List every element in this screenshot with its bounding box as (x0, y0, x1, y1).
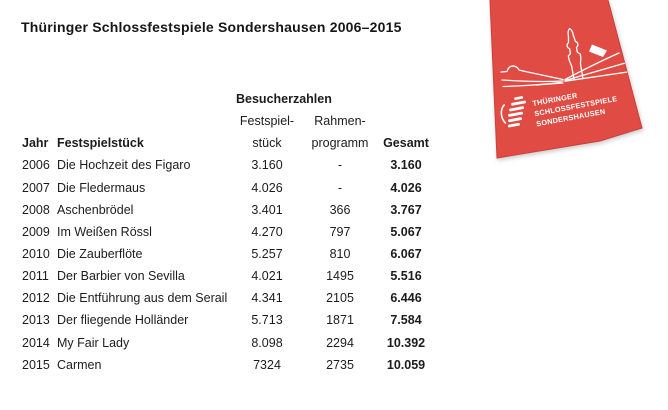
year-cell: 2012 (22, 291, 50, 306)
visitor-table: Besucherzahlen Festspiel- Rahmen- Jahr F… (22, 88, 439, 376)
festspielstueck-count-cell: 4.341 (251, 291, 283, 306)
col-header-rahmen-line2: programm (311, 136, 369, 151)
rahmenprogramm-count-cell: - (337, 158, 343, 173)
festspielstueck-count-cell: 5.257 (251, 247, 283, 262)
piece-cell: Aschenbrödel (57, 202, 134, 217)
festspielstueck-count-cell: 4.026 (251, 180, 283, 195)
col-header-festspiel-line1: Festspiel- (239, 114, 295, 129)
festspielstueck-count-cell: 3.401 (251, 202, 283, 217)
year-cell: 2008 (22, 202, 50, 217)
rahmenprogramm-count-cell: 2105 (326, 291, 354, 306)
rahmenprogramm-count-cell: 2735 (326, 357, 354, 372)
rahmenprogramm-count-cell: 810 (329, 247, 351, 262)
piece-cell: Im Weißen Rössl (57, 224, 152, 239)
gesamt-count-cell: 10.059 (386, 357, 426, 372)
festspielstueck-count-cell: 3.160 (251, 158, 283, 173)
col-header-gesamt: Gesamt (383, 136, 429, 151)
col-header-festspiel-line2: stück (252, 136, 282, 151)
year-cell: 2006 (22, 158, 50, 173)
col-header-rahmen-line1: Rahmen- (314, 114, 366, 129)
festspielstueck-count-cell: 8.098 (251, 335, 283, 350)
gesamt-count-cell: 3.767 (390, 202, 422, 217)
rahmenprogramm-count-cell: 1871 (326, 313, 354, 328)
festspielstueck-count-cell: 4.021 (251, 269, 283, 284)
festspielstueck-count-cell: 4.270 (251, 224, 283, 239)
rahmenprogramm-count-cell: - (337, 180, 343, 195)
document-title: Thüringer Schlossfestspiele Sondershause… (21, 19, 402, 35)
piece-cell: My Fair Lady (57, 335, 130, 350)
piece-cell: Die Hochzeit des Figaro (57, 158, 191, 173)
piece-cell: Der fliegende Holländer (57, 313, 189, 328)
year-cell: 2009 (22, 224, 50, 239)
year-cell: 2011 (22, 269, 49, 284)
festspielstueck-count-cell: 5.713 (251, 313, 283, 328)
castle-roof-shape (589, 44, 607, 57)
gesamt-count-cell: 7.584 (390, 313, 422, 328)
lion-icon (500, 96, 526, 128)
castle-line-art-icon (500, 27, 632, 88)
rahmenprogramm-count-cell: 2294 (326, 335, 354, 350)
piece-cell: Carmen (57, 357, 102, 372)
piece-cell: Die Zauberflöte (57, 247, 143, 262)
col-header-festspielstueck: Festspielstück (57, 136, 144, 151)
rahmenprogramm-count-cell: 1495 (326, 269, 354, 284)
gesamt-count-cell: 3.160 (390, 158, 422, 173)
rahmenprogramm-count-cell: 797 (329, 224, 351, 239)
festspielstueck-count-cell: 7324 (253, 357, 281, 372)
year-cell: 2007 (22, 180, 50, 195)
year-cell: 2014 (22, 335, 50, 350)
gesamt-count-cell: 6.446 (390, 291, 422, 306)
gesamt-count-cell: 5.067 (390, 224, 422, 239)
gesamt-count-cell: 6.067 (390, 247, 422, 262)
logo-card: THÜRINGER SCHLOSSFESTSPIELE SONDERSHAUSE… (489, 0, 643, 159)
piece-cell: Die Fledermaus (57, 180, 146, 195)
year-cell: 2015 (22, 357, 50, 372)
rahmenprogramm-count-cell: 366 (329, 202, 351, 217)
group-header-besucherzahlen: Besucherzahlen (236, 92, 332, 107)
castle-tower-icon (566, 27, 584, 81)
gesamt-count-cell: 10.392 (386, 335, 426, 350)
year-cell: 2010 (22, 247, 50, 262)
gesamt-count-cell: 4.026 (390, 180, 422, 195)
col-header-jahr: Jahr (22, 136, 49, 151)
piece-cell: Der Barbier von Sevilla (57, 269, 185, 284)
gesamt-count-cell: 5.516 (390, 269, 422, 284)
year-cell: 2013 (22, 313, 50, 328)
piece-cell: Die Entführung aus dem Serail (57, 291, 228, 306)
